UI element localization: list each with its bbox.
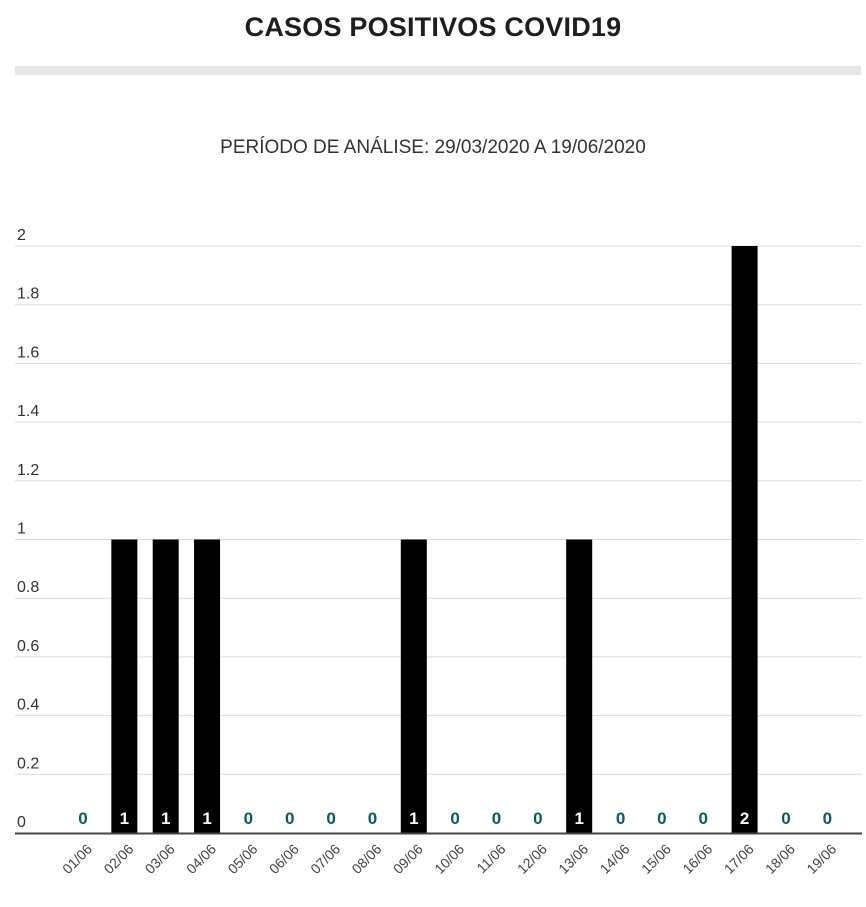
data-label: 1 [161, 809, 170, 828]
bar [194, 539, 221, 833]
y-axis-ticks: 0 0.2 0.4 0.6 0.8 1 1.2 1.4 1.6 1.8 2 [17, 227, 39, 831]
y-tick-label: 0 [17, 814, 26, 831]
x-tick-label: 09/06 [390, 841, 426, 877]
y-tick-label: 0.6 [17, 638, 39, 655]
y-tick-label: 0.2 [17, 755, 39, 772]
data-label: 1 [409, 809, 418, 828]
y-tick-label: 1.4 [17, 403, 39, 420]
x-tick-label: 10/06 [431, 841, 467, 877]
data-label: 0 [326, 809, 335, 828]
data-label: 0 [78, 809, 87, 828]
x-tick-label: 15/06 [638, 841, 674, 877]
chart-subtitle: PERÍODO DE ANÁLISE: 29/03/2020 A 19/06/2… [220, 137, 646, 158]
data-label: 0 [450, 809, 459, 828]
data-label: 0 [533, 809, 542, 828]
x-tick-label: 11/06 [473, 841, 509, 877]
data-label: 0 [781, 809, 790, 828]
title-divider [15, 66, 861, 75]
data-label: 1 [574, 809, 583, 828]
x-tick-label: 13/06 [555, 841, 591, 877]
bar [731, 246, 758, 833]
x-axis-ticks: 01/06 02/06 03/06 04/06 05/06 06/06 07/06 08/06… [59, 841, 840, 877]
data-label: 0 [492, 809, 501, 828]
x-tick-label: 04/06 [183, 841, 219, 877]
data-label: 0 [368, 809, 377, 828]
y-tick-label: 0.8 [17, 579, 39, 596]
bar [111, 539, 138, 833]
data-label: 0 [285, 809, 294, 828]
bar [400, 539, 427, 833]
x-tick-label: 03/06 [142, 841, 178, 877]
x-tick-label: 06/06 [266, 841, 302, 877]
x-tick-label: 14/06 [597, 841, 633, 877]
y-tick-label: 1.2 [17, 462, 39, 479]
bars [111, 246, 758, 833]
data-label: 2 [740, 809, 749, 828]
x-tick-label: 02/06 [100, 841, 136, 877]
data-label: 0 [616, 809, 625, 828]
x-tick-label: 08/06 [348, 841, 384, 877]
y-tick-label: 1.8 [17, 286, 39, 303]
x-tick-label: 16/06 [679, 841, 715, 877]
x-tick-label: 18/06 [762, 841, 798, 877]
x-tick-label: 19/06 [803, 841, 839, 877]
data-label: 0 [244, 809, 253, 828]
x-tick-label: 05/06 [224, 841, 260, 877]
y-tick-label: 2 [17, 227, 26, 244]
data-label: 0 [657, 809, 666, 828]
y-tick-label: 0.4 [17, 697, 39, 714]
data-label: 0 [699, 809, 708, 828]
x-tick-label: 01/06 [59, 841, 95, 877]
data-label: 0 [823, 809, 832, 828]
data-label: 1 [120, 809, 129, 828]
bar [152, 539, 179, 833]
x-tick-label: 17/06 [721, 841, 757, 877]
x-tick-label: 12/06 [514, 841, 550, 877]
y-tick-label: 1.6 [17, 344, 39, 361]
bar [566, 539, 593, 833]
x-tick-label: 07/06 [307, 841, 343, 877]
y-tick-label: 1 [17, 521, 26, 538]
data-label: 1 [202, 809, 211, 828]
data-labels: 0 1 1 1 0 0 0 0 1 0 0 0 1 0 0 0 2 0 0 [78, 809, 832, 828]
chart-title: CASOS POSITIVOS COVID19 [244, 12, 622, 42]
